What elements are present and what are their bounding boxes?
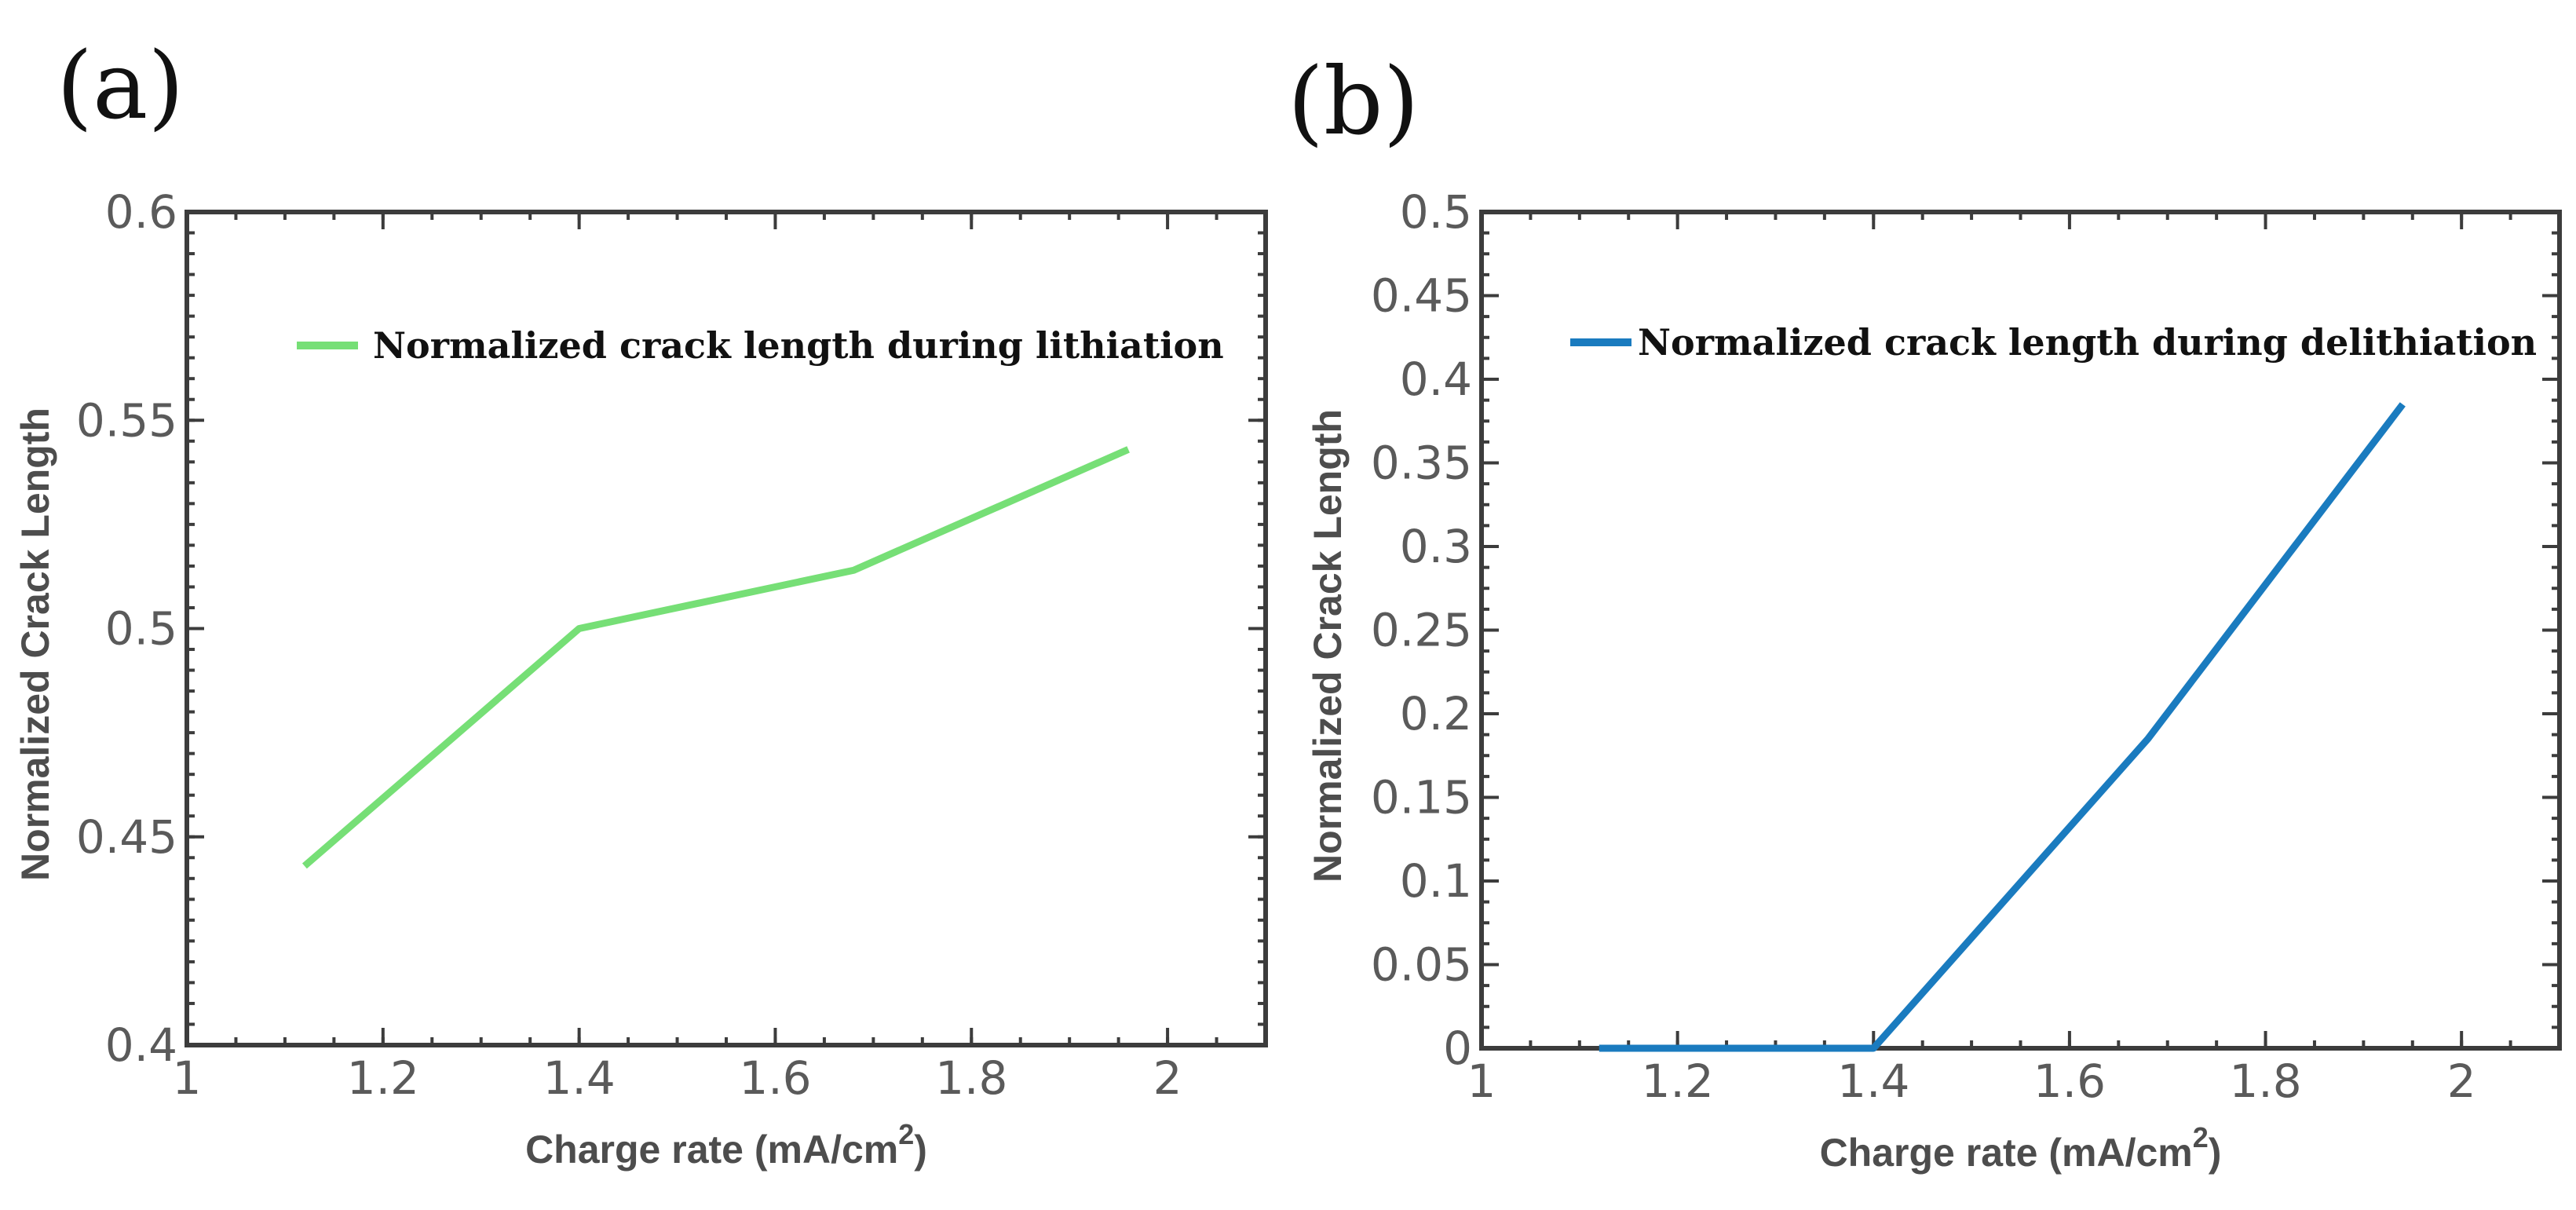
x-tick-label: 1.8 (935, 1051, 1007, 1105)
x-tick-label: 1.8 (2229, 1055, 2301, 1108)
legend-label: Normalized crack length during delithiat… (1638, 321, 2537, 364)
x-axis-label: Charge rate (mA/cm2) (525, 1118, 927, 1172)
x-tick-label: 2 (1153, 1051, 1182, 1105)
x-axis-label-main: Charge rate (mA/cm (525, 1128, 898, 1172)
x-tick-label: 1.4 (543, 1051, 616, 1105)
chart-panel-a: (a) 1 1.2 1.4 1.6 1.8 2 0.4 0.45 0.5 0.55 0.6 Normal… (13, 31, 1268, 1172)
y-tick-label: 0.15 (1371, 771, 1472, 824)
panel-label: (b) (1288, 47, 1420, 155)
y-tick-label: 0.55 (76, 393, 177, 447)
x-axis-label-close: ) (914, 1128, 927, 1172)
x-axis-label-sup: 2 (898, 1118, 914, 1150)
x-tick-label: 1.4 (1837, 1055, 1909, 1108)
y-tick-label: 0.5 (105, 602, 177, 656)
chart-panel-b: (b) 1 1.2 1.4 1.6 1.8 2 0 0.05 0.1 0.15 0.2 0.25 0.3 0… (1288, 47, 2562, 1175)
x-tick-label: 1 (1467, 1055, 1496, 1108)
y-axis-label: Normalized Crack Length (1306, 409, 1350, 883)
x-axis-label-main: Charge rate (mA/cm (1820, 1131, 2193, 1175)
y-tick-label: 0.35 (1371, 437, 1472, 490)
x-axis-label: Charge rate (mA/cm2) (1820, 1121, 2222, 1175)
legend-label: Normalized crack length during lithiatio… (373, 324, 1224, 367)
y-tick-label: 0.25 (1371, 604, 1472, 657)
y-tick-label: 0.5 (1400, 185, 1472, 239)
series-line-0 (1599, 402, 2406, 1052)
y-tick-label: 0.45 (1371, 269, 1472, 323)
y-tick-label: 0.05 (1371, 938, 1472, 992)
x-axis-label-close: ) (2209, 1131, 2222, 1175)
y-tick-label: 0.45 (76, 810, 177, 864)
y-tick-label: 0.4 (1400, 353, 1472, 406)
plot-frame (1479, 210, 2562, 1051)
x-tick-label: 1.2 (347, 1051, 419, 1105)
series-line-0 (301, 446, 1130, 869)
x-axis-label-sup: 2 (2193, 1121, 2209, 1153)
y-tick-label: 0.2 (1400, 687, 1472, 740)
x-tick-label: 1 (173, 1051, 202, 1105)
x-tick-label: 1.6 (2033, 1055, 2106, 1108)
x-tick-label: 1.6 (739, 1051, 811, 1105)
x-tick-label: 1.2 (1642, 1055, 1714, 1108)
x-tick-label: 2 (2447, 1055, 2476, 1108)
y-tick-label: 0.1 (1400, 854, 1472, 908)
y-tick-label: 0.4 (105, 1018, 177, 1072)
y-tick-label: 0.6 (105, 185, 177, 239)
y-axis-label: Normalized Crack Length (13, 408, 57, 881)
plot-frame (185, 210, 1268, 1047)
panel-label: (a) (57, 31, 184, 140)
y-tick-label: 0 (1443, 1022, 1472, 1075)
y-tick-label: 0.3 (1400, 520, 1472, 573)
